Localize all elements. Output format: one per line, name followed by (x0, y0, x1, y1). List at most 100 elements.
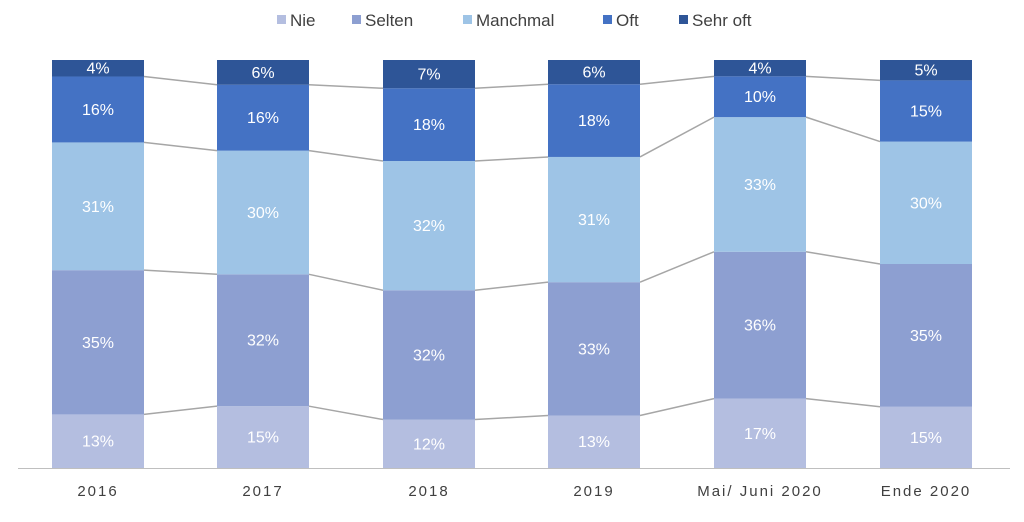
data-label-sehr-oft-2018: 7% (417, 67, 440, 84)
series-line-nie (308, 405, 384, 421)
series-line-selten (639, 251, 715, 283)
bar-segment-oft-2019 (548, 84, 640, 157)
x-tick-label-2019: 2019 (573, 483, 614, 500)
data-label-oft-2016: 16% (82, 102, 114, 119)
data-label-selten-ende-2020: 35% (910, 328, 942, 345)
data-label-selten-2018: 32% (413, 347, 445, 364)
data-label-nie-2018: 12% (413, 436, 445, 453)
bar-segment-selten-2017 (217, 274, 309, 407)
bar-segment-selten-ende-2020 (880, 264, 972, 407)
data-label-manchmal-2016: 31% (82, 199, 114, 216)
series-line-manchmal (143, 141, 218, 152)
bar-segment-manchmal-mai-juni-2020 (714, 117, 806, 252)
bar-segment-nie-2017 (217, 406, 309, 468)
bar-segment-sehr-oft-2019 (548, 60, 640, 85)
legend-swatch-sehr-oft (679, 15, 688, 24)
bar-segment-sehr-oft-2016 (52, 60, 144, 77)
bar-segment-sehr-oft-ende-2020 (880, 60, 972, 81)
legend-label-manchmal: Manchmal (476, 11, 554, 30)
series-line-nie (805, 397, 881, 408)
legend-swatch-oft (603, 15, 612, 24)
data-label-sehr-oft-ende-2020: 5% (914, 63, 937, 80)
series-line-manchmal (474, 156, 549, 162)
bar-segment-selten-2018 (383, 290, 475, 420)
bar-segment-manchmal-2017 (217, 150, 309, 275)
bar-segment-nie-mai-juni-2020 (714, 398, 806, 468)
bar-segment-oft-mai-juni-2020 (714, 76, 806, 118)
legend-swatch-nie (277, 15, 286, 24)
series-line-selten (308, 273, 384, 291)
data-label-selten-mai-juni-2020: 36% (744, 318, 776, 335)
series-line-nie (474, 414, 549, 421)
data-label-oft-2019: 18% (578, 113, 610, 130)
data-label-sehr-oft-2019: 6% (582, 65, 605, 82)
series-line-oft (308, 83, 384, 90)
data-label-selten-2017: 32% (247, 333, 279, 350)
legend-swatch-selten (352, 15, 361, 24)
bar-segment-oft-2018 (383, 88, 475, 161)
bar-segment-nie-2016 (52, 414, 144, 468)
bar-segment-manchmal-2019 (548, 156, 640, 283)
bar-segment-oft-2016 (52, 76, 144, 143)
x-axis-tick-labels: 2016 2017 2018 2019 Mai/ Juni 2020 Ende 2020 (77, 483, 972, 500)
series-line-selten (805, 251, 881, 265)
data-label-oft-2017: 16% (247, 110, 279, 127)
series-line-oft (639, 75, 715, 85)
series-line-oft (143, 75, 218, 86)
legend: Nie Selten Manchmal Oft Sehr oft (277, 11, 752, 30)
bar-segment-nie-2019 (548, 415, 640, 468)
x-tick-label-2016: 2016 (77, 483, 118, 500)
data-label-manchmal-ende-2020: 30% (910, 195, 942, 212)
series-line-nie (639, 397, 715, 417)
bar-segment-manchmal-2018 (383, 160, 475, 291)
series-line-oft (474, 83, 549, 90)
series-line-selten (474, 281, 549, 292)
x-tick-label-2018: 2018 (408, 483, 449, 500)
bar-segment-manchmal-2016 (52, 142, 144, 271)
bar-segment-selten-2016 (52, 270, 144, 415)
bar-segment-manchmal-ende-2020 (880, 141, 972, 264)
bar-segment-nie-ende-2020 (880, 406, 972, 468)
legend-label-sehr-oft: Sehr oft (692, 11, 752, 30)
bar-segment-oft-2017 (217, 84, 309, 151)
series-line-manchmal (639, 116, 715, 158)
series-line-nie (143, 405, 218, 416)
data-label-oft-2018: 18% (413, 117, 445, 134)
legend-item-manchmal: Manchmal (463, 11, 554, 30)
data-label-manchmal-2019: 31% (578, 212, 610, 229)
legend-label-nie: Nie (290, 11, 316, 30)
data-label-selten-2019: 33% (578, 341, 610, 358)
bar-segment-sehr-oft-mai-juni-2020 (714, 60, 806, 77)
legend-item-selten: Selten (352, 11, 413, 30)
series-lines (143, 75, 881, 421)
data-label-sehr-oft-2016: 4% (86, 61, 109, 78)
legend-label-selten: Selten (365, 11, 413, 30)
legend-item-sehr-oft: Sehr oft (679, 11, 752, 30)
data-label-nie-2019: 13% (578, 434, 610, 451)
bars: 13% 35% 31% 16% 4% 15% 32% 30% 16% 6% 12% 32% 32% 18%… (52, 60, 972, 468)
series-line-manchmal (308, 149, 384, 162)
bar-segment-selten-2019 (548, 282, 640, 416)
x-tick-label-2017: 2017 (242, 483, 283, 500)
series-line-selten (143, 269, 218, 276)
bar-segment-oft-ende-2020 (880, 80, 972, 142)
data-label-nie-2017: 15% (247, 430, 279, 447)
bar-segment-sehr-oft-2018 (383, 60, 475, 89)
x-tick-label-ende-2020: Ende 2020 (881, 483, 972, 500)
legend-item-nie: Nie (277, 11, 316, 30)
data-label-manchmal-mai-juni-2020: 33% (744, 177, 776, 194)
series-line-manchmal (805, 116, 881, 143)
data-label-oft-ende-2020: 15% (910, 104, 942, 121)
data-label-sehr-oft-2017: 6% (251, 65, 274, 82)
data-label-manchmal-2017: 30% (247, 205, 279, 222)
legend-swatch-manchmal (463, 15, 472, 24)
data-label-nie-mai-juni-2020: 17% (744, 426, 776, 443)
data-label-nie-ende-2020: 15% (910, 430, 942, 447)
legend-item-oft: Oft (603, 11, 639, 30)
bar-segment-nie-2018 (383, 419, 475, 468)
bar-segment-selten-mai-juni-2020 (714, 251, 806, 399)
data-label-manchmal-2018: 32% (413, 218, 445, 235)
legend-label-oft: Oft (616, 11, 639, 30)
bar-segment-sehr-oft-2017 (217, 60, 309, 85)
